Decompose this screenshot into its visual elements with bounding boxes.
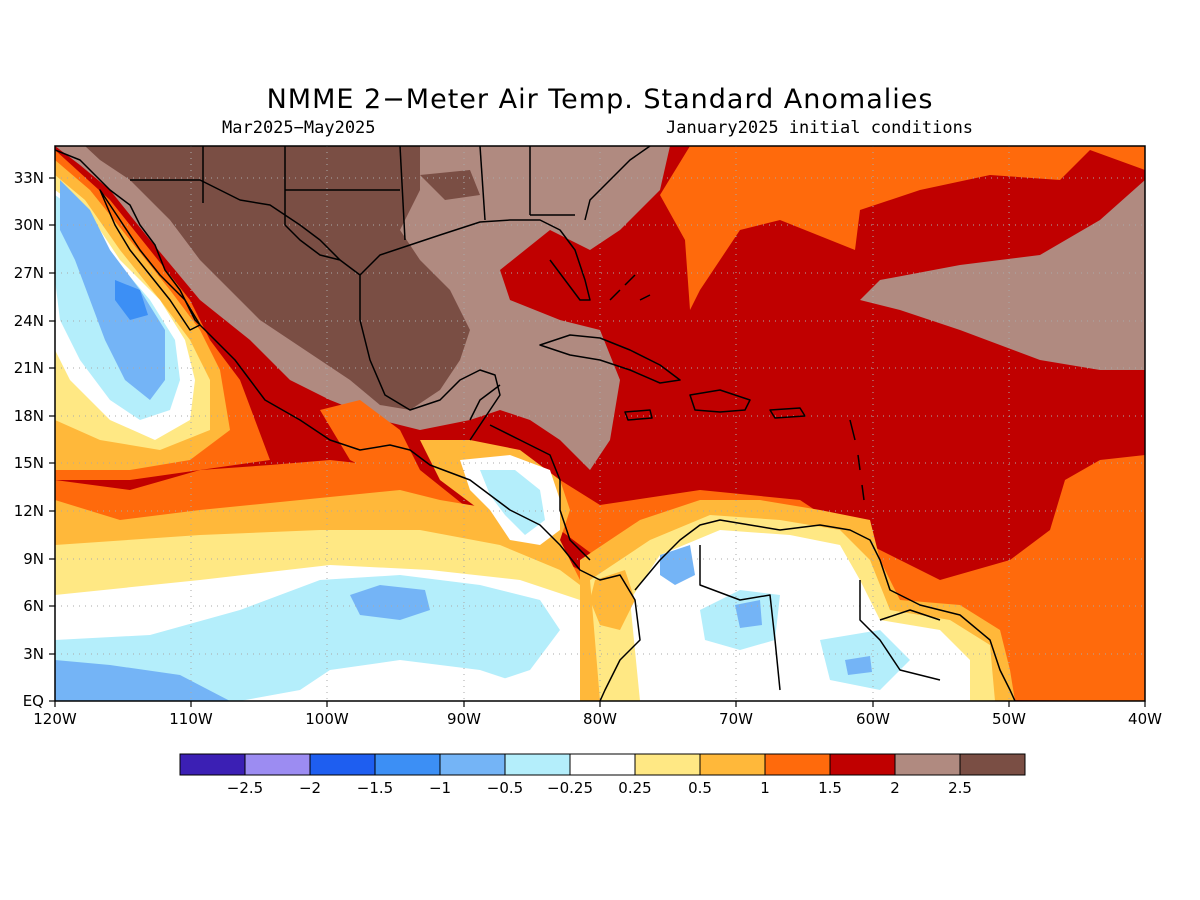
legend-swatch — [309, 753, 376, 776]
legend-swatch — [244, 753, 311, 776]
legend-swatch — [959, 753, 1026, 776]
lat-label: 30N — [14, 216, 44, 234]
lon-label: 50W — [992, 710, 1026, 728]
lat-label: EQ — [23, 692, 44, 710]
field-brown-georgia — [420, 170, 480, 200]
lon-label: 40W — [1128, 710, 1162, 728]
legend-label: −0.5 — [487, 779, 523, 797]
legend-swatch — [179, 753, 246, 776]
legend-label: 1.5 — [818, 779, 842, 797]
legend-label: 0.25 — [618, 779, 651, 797]
lon-label: 60W — [856, 710, 890, 728]
lon-label: 80W — [583, 710, 617, 728]
lon-label: 70W — [719, 710, 753, 728]
legend-swatch — [634, 753, 701, 776]
legend-label: −2 — [299, 779, 321, 797]
lat-label: 12N — [14, 502, 44, 520]
legend-swatch — [374, 753, 441, 776]
field-blue-equatorial — [55, 660, 230, 701]
lat-label: 27N — [14, 264, 44, 282]
initial-conditions: January2025 initial conditions — [666, 118, 974, 138]
field-blue-baja — [60, 180, 165, 400]
field-orange-atlantic — [660, 146, 1145, 310]
field-yellow-pacific — [55, 490, 600, 620]
lon-label: 90W — [447, 710, 481, 728]
field-blue-colombia — [660, 545, 695, 585]
lon-label: 100W — [305, 710, 349, 728]
legend-swatch — [439, 753, 506, 776]
lon-labels: 120W 110W 100W 90W 80W 70W 60W 50W 40W — [33, 710, 1162, 728]
lat-label: 6N — [23, 597, 44, 615]
field-tan-atlantic — [860, 180, 1145, 370]
color-legend: −2.5 −2 −1.5 −1 −0.5 −0.25 0.25 0.5 1 1.5 2 2.5 — [179, 753, 1026, 797]
lat-labels: EQ 3N 6N 9N 12N 15N 18N 21N 24N 27N 30N … — [14, 169, 44, 710]
field-white-equatorial-inner — [320, 660, 560, 701]
legend-label: 0.5 — [688, 779, 712, 797]
legend-swatch — [569, 753, 636, 776]
legend-swatch — [829, 753, 896, 776]
gridlines — [55, 146, 1145, 701]
legend-swatch — [699, 753, 766, 776]
lat-label: 15N — [14, 454, 44, 472]
lon-label: 110W — [169, 710, 213, 728]
legend-label: −0.25 — [547, 779, 593, 797]
legend-swatch — [764, 753, 831, 776]
field-blue-equatorial-patch — [350, 585, 430, 620]
field-blue-venezuela — [735, 600, 762, 628]
legend-swatch — [894, 753, 961, 776]
legend-label: 2.5 — [948, 779, 972, 797]
lon-label: 120W — [33, 710, 77, 728]
lat-label: 21N — [14, 359, 44, 377]
forecast-period: Mar2025−May2025 — [222, 118, 376, 138]
legend-label: −1.5 — [357, 779, 393, 797]
legend-label: 2 — [890, 779, 900, 797]
chart-title: NMME 2−Meter Air Temp. Standard Anomalie… — [266, 84, 934, 115]
legend-label: 1 — [760, 779, 770, 797]
field-blue-guiana — [845, 656, 872, 675]
legend-label: −2.5 — [227, 779, 263, 797]
field-orange-gulf-tehuantepec — [320, 400, 420, 480]
field-brown-mexico — [85, 146, 470, 410]
anomaly-field — [55, 146, 1145, 701]
coastlines — [55, 146, 1016, 701]
lat-label: 9N — [23, 550, 44, 568]
lat-label: 3N — [23, 645, 44, 663]
legend-swatch — [504, 753, 571, 776]
lat-label: 24N — [14, 312, 44, 330]
field-darkblue-baja — [115, 280, 148, 320]
lat-label: 18N — [14, 407, 44, 425]
tick-marks — [49, 177, 1146, 707]
field-orange-colombia — [590, 570, 635, 630]
legend-label: −1 — [429, 779, 451, 797]
lat-label: 33N — [14, 169, 44, 187]
